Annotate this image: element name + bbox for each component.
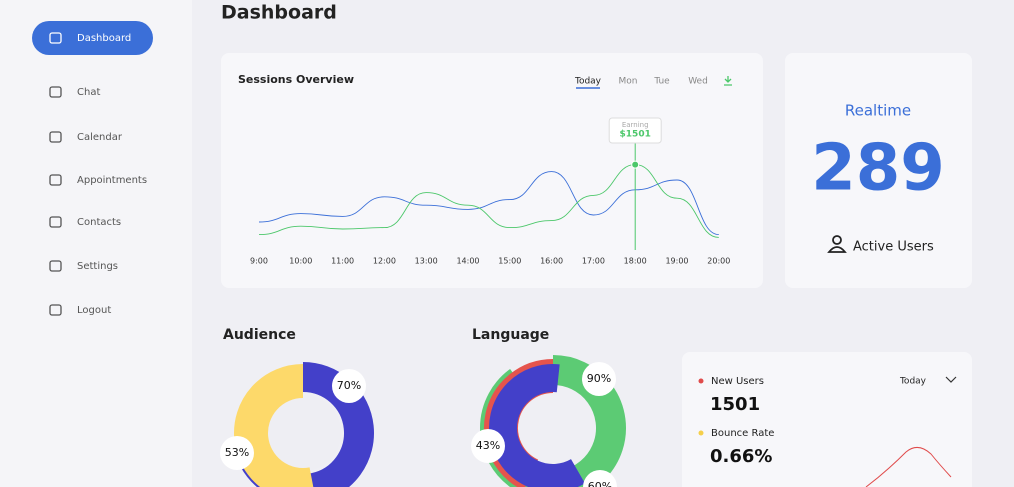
- value-label: 43%: [476, 439, 500, 452]
- nav-icon: [49, 304, 62, 316]
- stat-label: Bounce Rate: [711, 428, 774, 439]
- x-tick-label: 9:00: [250, 257, 268, 266]
- nav-icon: [49, 216, 62, 228]
- tooltip-value: $1501: [620, 130, 651, 140]
- value-bubble: [471, 429, 505, 463]
- realtime-title: Realtime: [845, 102, 911, 120]
- value-label: 90%: [587, 372, 611, 385]
- value-label: 53%: [225, 446, 249, 459]
- x-tick-label: 11:00: [331, 257, 354, 266]
- stat-value: 1501: [710, 394, 760, 415]
- stat-value: 0.66%: [710, 446, 772, 467]
- sessions-title: Sessions Overview: [238, 73, 354, 86]
- value-bubble: [583, 470, 617, 487]
- nav-active-bg[interactable]: [32, 21, 153, 55]
- nav-icon: [49, 32, 62, 44]
- x-tick-label: 17:00: [582, 257, 605, 266]
- tab[interactable]: Wed: [688, 77, 708, 87]
- dropdown-icon[interactable]: [945, 376, 957, 383]
- nav-icon: [49, 260, 62, 272]
- value-bubble: [220, 436, 254, 470]
- x-tick-label: 12:00: [373, 257, 396, 266]
- donut-segment: [234, 364, 314, 487]
- user-icon: [827, 235, 847, 253]
- x-tick-label: 14:00: [456, 257, 479, 266]
- line-series: [258, 164, 719, 238]
- period-select[interactable]: Today: [899, 377, 927, 387]
- nav-icon: [49, 174, 62, 186]
- realtime-value: 289: [811, 132, 945, 206]
- x-tick-label: 13:00: [415, 257, 438, 266]
- audience-title: Audience: [223, 327, 296, 343]
- nav-item[interactable]: Settings: [77, 261, 118, 272]
- tooltip-box: [608, 117, 662, 144]
- sidebar: [0, 0, 192, 487]
- x-tick-label: 20:00: [707, 257, 730, 266]
- realtime-caption: Active Users: [853, 240, 934, 255]
- realtime-card: [785, 53, 972, 288]
- tab[interactable]: Today: [574, 77, 602, 87]
- value-bubble: [582, 362, 616, 396]
- donut-segment: [489, 364, 585, 487]
- page-title: Dashboard: [221, 2, 337, 24]
- nav-item[interactable]: Contacts: [77, 217, 121, 228]
- tab[interactable]: Tue: [653, 77, 670, 87]
- legend-dot: [698, 378, 704, 384]
- sessions-card: [221, 53, 763, 288]
- tooltip-dot: [631, 160, 640, 169]
- value-label: 60%: [588, 480, 612, 487]
- sparkline: [865, 447, 952, 487]
- nav-item[interactable]: Calendar: [77, 132, 123, 143]
- line-series: [258, 171, 719, 236]
- x-tick-label: 18:00: [624, 257, 647, 266]
- nav-icon: [49, 131, 62, 143]
- value-label: 70%: [337, 379, 361, 392]
- nav-item[interactable]: Logout: [77, 305, 111, 316]
- audience-hole-shadow: [265, 395, 341, 471]
- nav-item[interactable]: Chat: [77, 87, 100, 98]
- x-tick-label: 15:00: [498, 257, 521, 266]
- x-tick-label: 19:00: [665, 257, 688, 266]
- stat-label: New Users: [711, 376, 764, 387]
- x-tick-label: 16:00: [540, 257, 563, 266]
- x-tick-label: 10:00: [289, 257, 312, 266]
- tooltip-label: Earning: [622, 121, 649, 129]
- value-bubble: [332, 369, 366, 403]
- stats-card: [682, 352, 972, 487]
- language-title: Language: [472, 327, 549, 343]
- tab[interactable]: Mon: [619, 77, 638, 87]
- download-icon[interactable]: [724, 76, 732, 86]
- nav-icon: [49, 86, 62, 98]
- nav-item[interactable]: Dashboard: [77, 33, 131, 44]
- nav-item[interactable]: Appointments: [77, 175, 147, 186]
- legend-dot: [698, 430, 704, 436]
